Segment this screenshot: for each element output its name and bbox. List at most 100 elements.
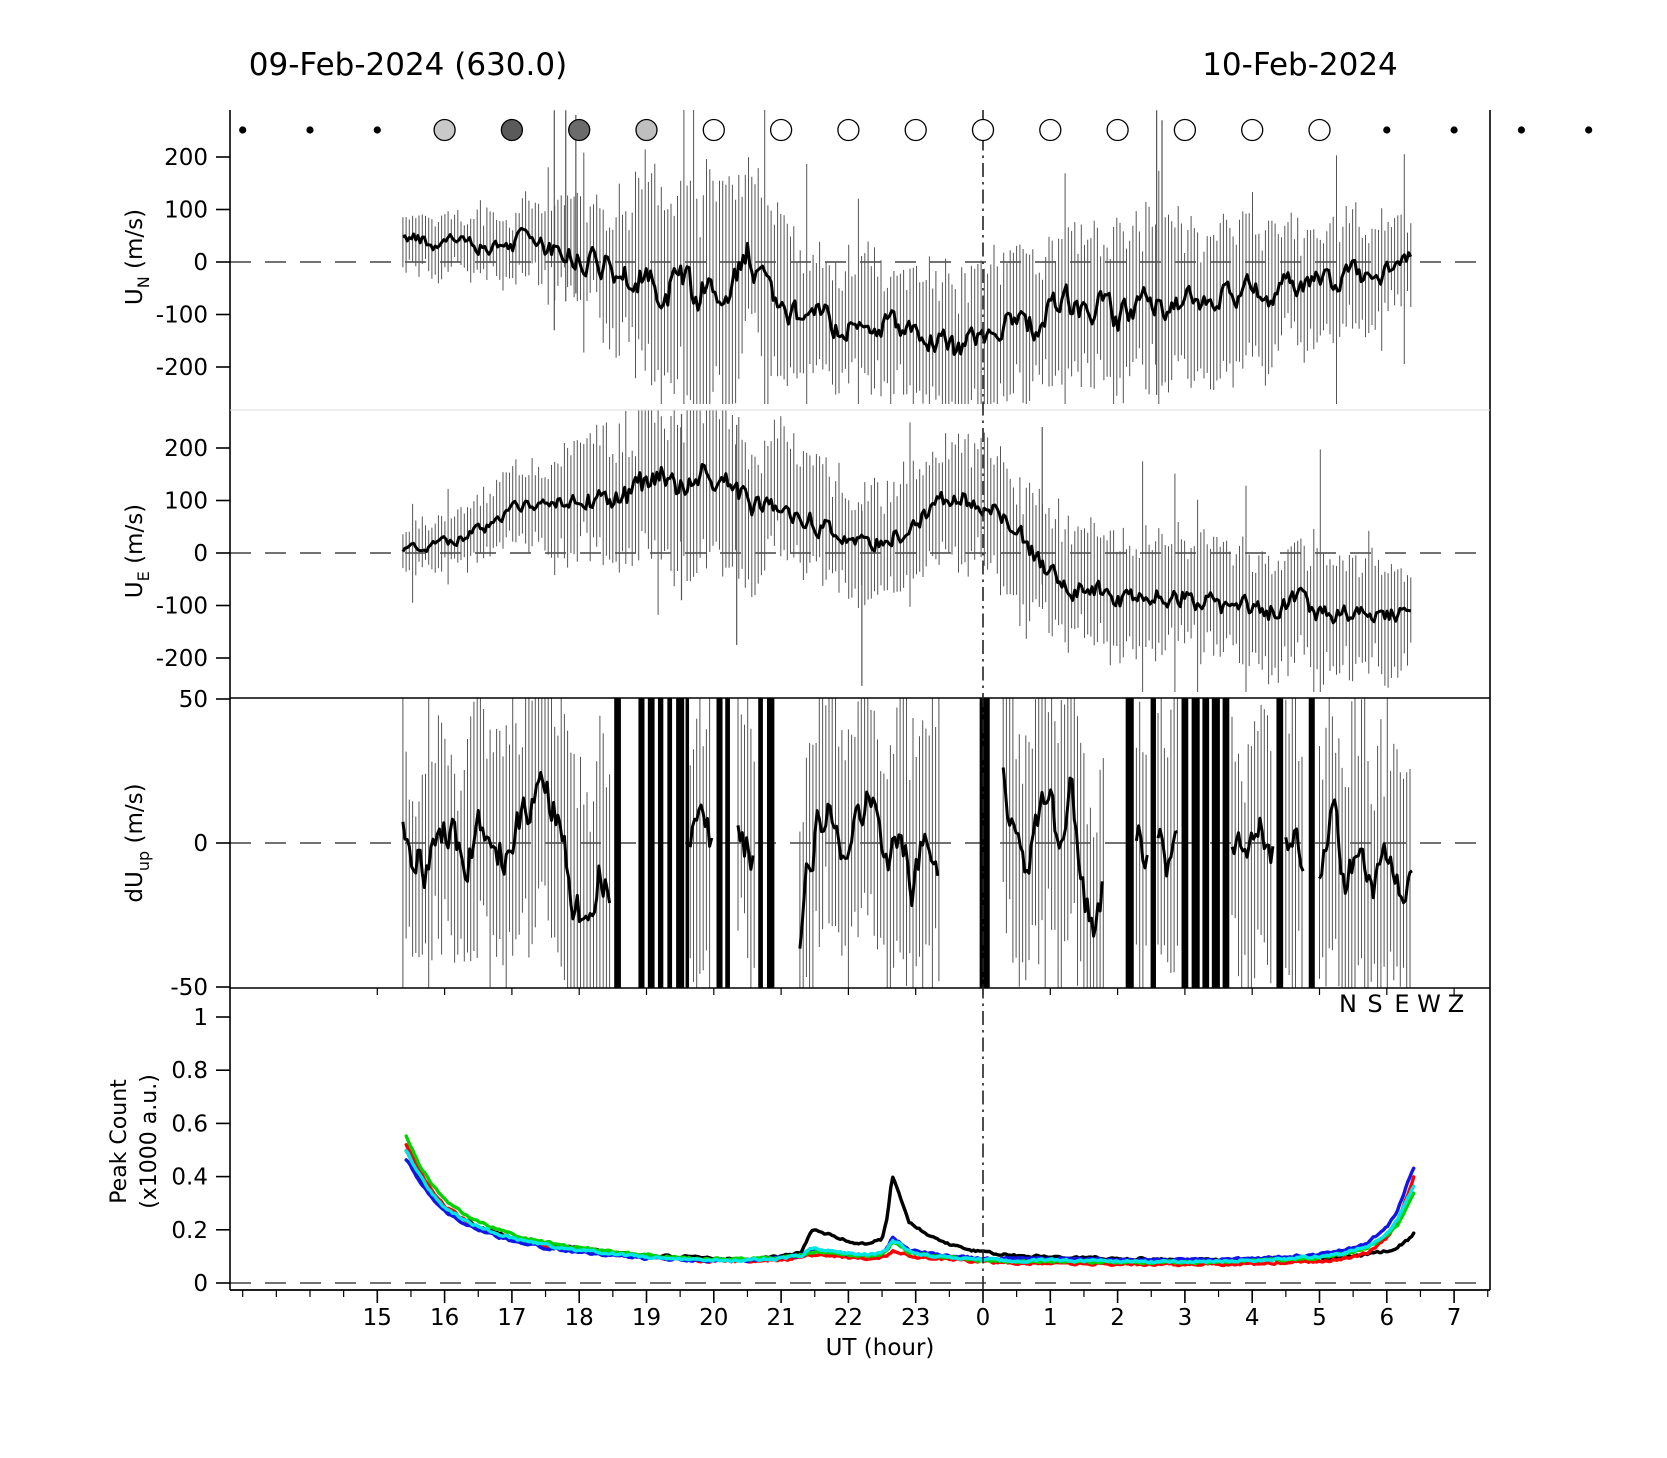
- data-layers: [401, 110, 1416, 1268]
- moon-dot-symbol: [1383, 126, 1391, 134]
- legend-item-Z: Z: [1448, 990, 1464, 1018]
- y-tick-label: 1: [193, 1005, 208, 1031]
- y-tick-label: -100: [156, 594, 208, 620]
- saturated-data-bar: [758, 698, 763, 988]
- moon-circle-symbol-open: [1241, 118, 1264, 142]
- mean-wind-line: [402, 226, 1413, 356]
- x-tick-label: 21: [766, 1305, 795, 1331]
- moon-circle-symbol-open: [1039, 118, 1062, 142]
- x-tick-label: 3: [1178, 1305, 1193, 1331]
- axis-labels: 15 16 17 18 19 20 21 22 23 0 1 2 3 4 5 6 72001000-100-20…: [107, 145, 1461, 1361]
- moon-circle-symbol-open: [1106, 118, 1129, 142]
- y-tick-label: 0: [193, 541, 208, 567]
- moon-circle-symbol-open: [971, 118, 995, 142]
- moon-dot-symbol: [373, 126, 381, 134]
- saturated-data-bar: [1202, 698, 1210, 988]
- y-tick-label: 200: [164, 436, 208, 462]
- y-tick-label: 100: [164, 489, 208, 515]
- x-tick-label: 22: [834, 1305, 863, 1331]
- legend-item-N: N: [1339, 990, 1357, 1018]
- y-tick-label: -50: [170, 975, 208, 1001]
- y-tick-label: 0: [193, 831, 208, 857]
- y-axis-title: Peak Count: [107, 1079, 132, 1204]
- y-axis-title: UN (m/s): [122, 209, 153, 305]
- x-tick-label: 17: [497, 1305, 526, 1331]
- saturated-data-bar: [685, 698, 690, 988]
- x-tick-label: 0: [976, 1305, 991, 1331]
- saturated-data-bar: [614, 698, 621, 988]
- saturated-data-bar: [1150, 698, 1156, 988]
- moon-circle-symbol-open: [904, 118, 927, 142]
- legend-item-S: S: [1367, 990, 1382, 1018]
- saturated-data-bar: [1191, 698, 1200, 988]
- x-tick-label: 20: [699, 1305, 728, 1331]
- moon-dot-symbol: [1517, 126, 1525, 134]
- saturated-data-bar: [1181, 698, 1189, 988]
- y-axis-title: dUup (m/s): [122, 783, 153, 902]
- x-tick-label: 2: [1110, 1305, 1125, 1331]
- y-tick-label: 0.2: [171, 1218, 208, 1244]
- moon-circle-symbol-open: [702, 118, 725, 142]
- panel-peak-count: [404, 1134, 1416, 1268]
- moon-dot-symbol: [306, 126, 314, 134]
- x-tick-label: 5: [1312, 1305, 1327, 1331]
- y-tick-label: -200: [156, 646, 208, 672]
- moon-dot-symbol: [1585, 126, 1593, 134]
- zero-lines: [230, 261, 1490, 1284]
- legend-item-E: E: [1394, 990, 1409, 1018]
- x-tick-label: 6: [1379, 1305, 1394, 1331]
- saturated-data-bar: [657, 698, 664, 988]
- peak-count-line-Z: [404, 1149, 1416, 1265]
- x-tick-label: 7: [1447, 1305, 1462, 1331]
- y-tick-label: 0.8: [171, 1058, 208, 1084]
- y-tick-label: 0.6: [171, 1111, 208, 1137]
- moon-dot-symbol: [1450, 126, 1458, 134]
- moon-circle-symbol-filled-dark2: [568, 118, 591, 142]
- saturated-data-bar: [1222, 698, 1230, 988]
- error-bars: [402, 410, 1412, 692]
- mean-wind-line: [401, 767, 1413, 949]
- saturated-data-bar: [638, 698, 645, 988]
- saturated-data-bar: [766, 698, 775, 988]
- moon-circle-symbol-open: [1173, 118, 1197, 142]
- axes-frame: [216, 110, 1491, 1303]
- saturated-data-bar: [667, 698, 673, 988]
- peak-count-line-W: [404, 1134, 1416, 1266]
- saturated-data-bar: [716, 698, 723, 988]
- moon-circle-symbol-filled-light2: [635, 118, 658, 142]
- moon-circle-symbol-open: [837, 118, 860, 142]
- y-tick-label: -100: [156, 303, 208, 329]
- saturated-data-bar: [979, 698, 990, 988]
- title-date-right: 10-Feb-2024: [1202, 47, 1398, 83]
- y-tick-label: 100: [164, 198, 208, 224]
- saturated-data-bar: [676, 698, 685, 988]
- x-tick-label: 1: [1043, 1305, 1058, 1331]
- y-tick-label: -200: [156, 355, 208, 381]
- x-tick-label: 15: [363, 1305, 392, 1331]
- y-axis-title: (x1000 a.u.): [137, 1074, 162, 1209]
- saturated-data-bar: [1211, 698, 1220, 988]
- panel-du-up: [401, 698, 1413, 988]
- y-tick-label: 200: [164, 145, 208, 171]
- x-tick-label: 18: [565, 1305, 594, 1331]
- saturated-data-bar: [725, 698, 730, 988]
- x-tick-label: 4: [1245, 1305, 1260, 1331]
- panel-u-e: [401, 410, 1412, 692]
- x-tick-label: 23: [901, 1305, 930, 1331]
- moon-circle-symbol-open: [1308, 118, 1331, 142]
- panel-u-n: [402, 110, 1413, 404]
- x-tick-label: 16: [430, 1305, 459, 1331]
- saturated-data-bar: [647, 698, 655, 988]
- saturated-data-bar: [1276, 698, 1284, 988]
- y-tick-label: 0: [193, 1271, 208, 1297]
- y-axis-title: UE (m/s): [122, 504, 153, 598]
- moon-dot-symbol: [239, 126, 247, 134]
- title-date-left: 09-Feb-2024 (630.0): [249, 47, 567, 83]
- y-tick-label: 0: [193, 250, 208, 276]
- saturated-data-bar: [1308, 698, 1315, 988]
- moon-circle-symbol-open: [769, 118, 793, 142]
- y-tick-label: 50: [179, 687, 208, 713]
